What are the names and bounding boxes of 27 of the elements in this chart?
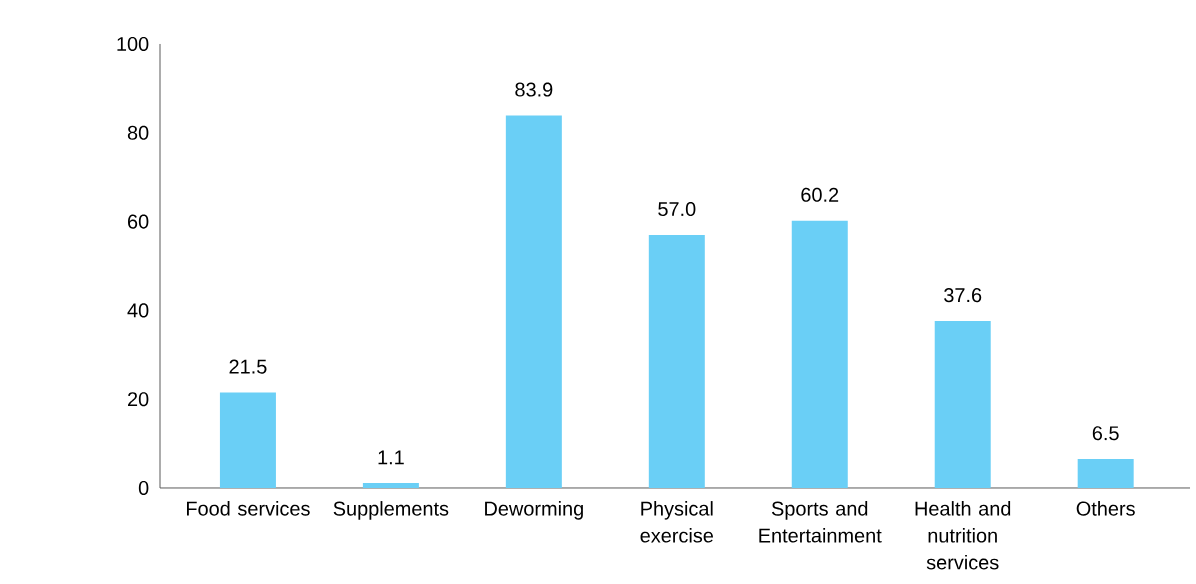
bar: [791, 220, 848, 488]
bar: [648, 234, 705, 488]
data-label: 83.9: [515, 82, 553, 97]
y-tick-label: 100: [117, 36, 149, 52]
data-label: 6.5: [1092, 426, 1119, 441]
x-tick-label: Health and nutrition services: [915, 501, 1011, 570]
y-tick-label: 20: [128, 392, 149, 407]
y-tick-label: 0: [138, 480, 149, 496]
y-tick-label: 40: [127, 303, 149, 318]
data-label: 21.5: [229, 359, 267, 374]
x-tick-label: Others: [1076, 501, 1135, 516]
data-label: 1.1: [378, 450, 404, 465]
x-tick-label: Supplements: [333, 501, 449, 520]
y-tick-label: 60: [128, 214, 149, 229]
data-label: 60.2: [801, 187, 839, 202]
bar: [505, 115, 562, 488]
data-label: 37.6: [944, 288, 982, 303]
x-tick-label: Deworming: [485, 501, 583, 520]
bar: [219, 392, 276, 488]
bar: [934, 321, 991, 488]
x-tick-label: Physical exercise: [640, 501, 713, 543]
x-tick-label: Food services: [187, 501, 310, 516]
y-tick-label: 80: [127, 125, 149, 140]
bar: [1077, 459, 1134, 488]
x-tick-label: Sports and Entertainment: [759, 501, 882, 543]
bar: [362, 483, 419, 488]
data-label: 57.0: [658, 201, 696, 217]
